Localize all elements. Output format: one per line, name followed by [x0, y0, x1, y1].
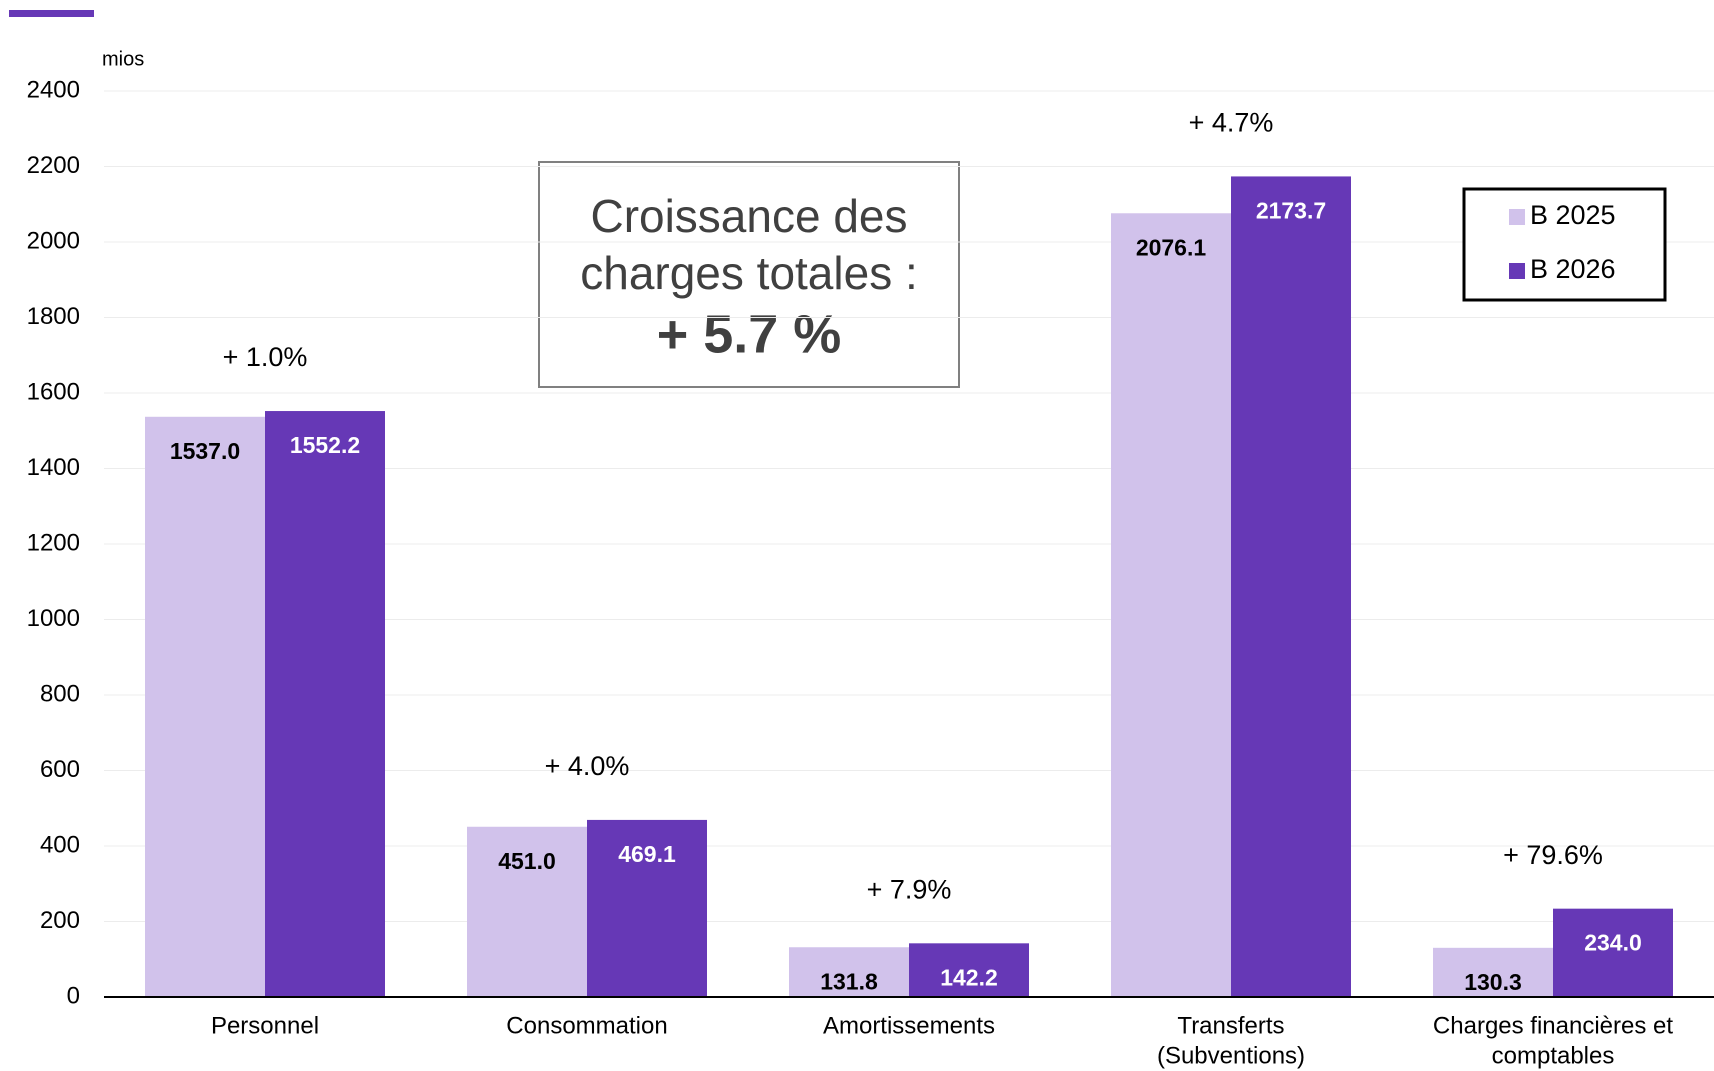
legend-swatch: [1509, 209, 1525, 225]
y-tick-label: 2400: [27, 76, 80, 103]
bar: [1553, 908, 1673, 997]
y-tick-label: 800: [40, 680, 80, 707]
y-tick-label: 600: [40, 756, 80, 783]
legend-swatch: [1509, 263, 1525, 279]
x-tick-label: comptables: [1492, 1042, 1615, 1069]
bar: [909, 943, 1029, 997]
value-label: 131.8: [820, 968, 878, 994]
y-tick-label: 1400: [27, 454, 80, 481]
x-tick-label: Transferts: [1177, 1012, 1284, 1039]
annotation-line: charges totales :: [580, 247, 918, 299]
bar: [587, 819, 707, 997]
y-tick-label: 200: [40, 907, 80, 934]
y-tick-label: 1800: [27, 303, 80, 330]
x-tick-label: Amortissements: [823, 1012, 995, 1039]
value-label: 142.2: [940, 964, 998, 990]
bar: [1433, 947, 1553, 997]
value-label: 234.0: [1584, 930, 1642, 956]
bar: [265, 411, 385, 997]
growth-label: + 79.6%: [1503, 840, 1603, 870]
growth-label: + 4.7%: [1189, 108, 1274, 138]
value-label: 2076.1: [1136, 234, 1207, 260]
bar: [467, 826, 587, 997]
legend-label: B 2026: [1530, 254, 1616, 284]
x-tick-label: Personnel: [211, 1012, 319, 1039]
x-tick-label: Consommation: [506, 1012, 667, 1039]
value-label: 130.3: [1464, 969, 1522, 995]
legend-label: B 2025: [1530, 200, 1616, 230]
value-label: 451.0: [498, 848, 556, 874]
growth-label: + 1.0%: [223, 342, 308, 372]
growth-label: + 4.0%: [545, 751, 630, 781]
annotation-box: [538, 161, 960, 388]
y-tick-label: 2200: [27, 152, 80, 179]
legend-box: [1462, 187, 1667, 302]
y-tick-label: 1200: [27, 529, 80, 556]
annotation-highlight: + 5.7 %: [657, 304, 842, 364]
bar: [1231, 176, 1351, 998]
value-label: 2173.7: [1256, 198, 1326, 224]
value-label: 1537.0: [170, 438, 240, 464]
bar: [145, 416, 265, 998]
unit-label: mios: [102, 48, 144, 70]
y-tick-label: 400: [40, 831, 80, 858]
x-tick-label: Charges financières et: [1433, 1012, 1673, 1039]
value-label: 469.1: [618, 841, 676, 867]
y-tick-label: 0: [67, 982, 80, 1009]
y-tick-label: 2000: [27, 227, 80, 254]
y-tick-label: 1000: [27, 605, 80, 632]
y-tick-label: 1600: [27, 378, 80, 405]
x-tick-label: (Subventions): [1157, 1042, 1305, 1069]
decor-bar: [9, 10, 94, 17]
bar: [1111, 213, 1231, 998]
bar: [789, 947, 909, 997]
annotation-line: Croissance des: [590, 190, 907, 242]
value-label: 1552.2: [290, 432, 360, 458]
growth-label: + 7.9%: [867, 874, 952, 904]
